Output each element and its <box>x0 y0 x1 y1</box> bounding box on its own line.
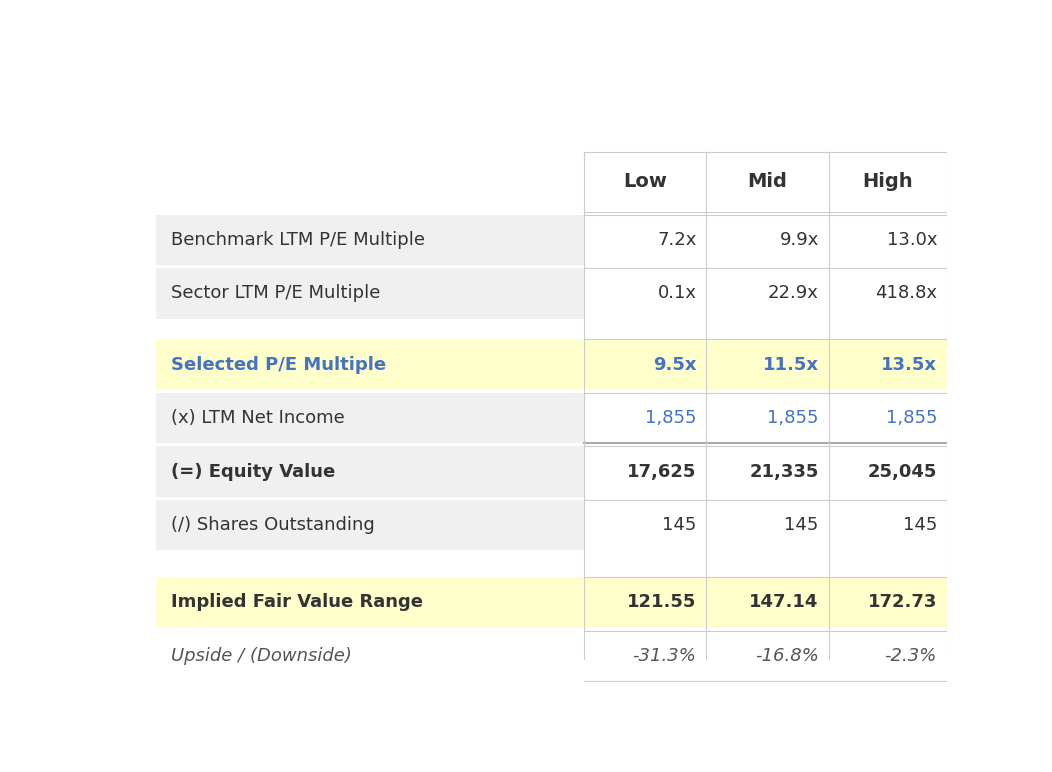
Text: 418.8x: 418.8x <box>875 284 937 303</box>
Text: 145: 145 <box>662 516 696 534</box>
Text: 13.0x: 13.0x <box>887 231 937 249</box>
Bar <box>706 446 829 497</box>
Text: 13.5x: 13.5x <box>881 356 937 374</box>
Bar <box>584 499 706 550</box>
Text: 1,855: 1,855 <box>886 409 937 427</box>
Bar <box>829 446 947 497</box>
Text: (x) LTM Net Income: (x) LTM Net Income <box>170 409 344 427</box>
Bar <box>829 268 947 319</box>
Text: -2.3%: -2.3% <box>885 647 937 665</box>
Bar <box>706 499 829 550</box>
Text: Benchmark LTM P/E Multiple: Benchmark LTM P/E Multiple <box>170 231 425 249</box>
Text: (=) Equity Value: (=) Equity Value <box>170 462 335 481</box>
Text: 11.5x: 11.5x <box>763 356 818 374</box>
Bar <box>584 215 706 265</box>
Bar <box>706 393 829 443</box>
Bar <box>584 446 706 497</box>
Text: (∕) Shares Outstanding: (∕) Shares Outstanding <box>170 516 375 534</box>
Bar <box>156 631 947 681</box>
Bar <box>156 152 947 212</box>
Text: Upside / (Downside): Upside / (Downside) <box>170 647 351 665</box>
Bar <box>156 215 584 265</box>
Text: Selected P/E Multiple: Selected P/E Multiple <box>170 356 386 374</box>
Text: -16.8%: -16.8% <box>755 647 818 665</box>
Text: 9.9x: 9.9x <box>780 231 818 249</box>
Text: 21,335: 21,335 <box>749 462 818 481</box>
Bar <box>156 268 584 319</box>
Bar <box>829 215 947 265</box>
Text: 9.5x: 9.5x <box>653 356 696 374</box>
Bar <box>156 393 584 443</box>
Text: 22.9x: 22.9x <box>768 284 818 303</box>
Text: 17,625: 17,625 <box>627 462 696 481</box>
Text: Mid: Mid <box>748 172 787 191</box>
Bar <box>829 499 947 550</box>
Bar <box>156 577 947 628</box>
Text: 1,855: 1,855 <box>645 409 696 427</box>
Text: 1,855: 1,855 <box>767 409 818 427</box>
Text: 121.55: 121.55 <box>627 594 696 611</box>
Text: 0.1x: 0.1x <box>658 284 696 303</box>
Text: 7.2x: 7.2x <box>658 231 696 249</box>
Text: 25,045: 25,045 <box>868 462 937 481</box>
Bar <box>706 215 829 265</box>
Bar <box>584 268 706 319</box>
Text: 147.14: 147.14 <box>749 594 818 611</box>
Text: High: High <box>863 172 913 191</box>
Text: -31.3%: -31.3% <box>632 647 696 665</box>
Bar <box>829 393 947 443</box>
Bar <box>706 268 829 319</box>
Bar <box>156 340 947 390</box>
Text: 145: 145 <box>903 516 937 534</box>
Text: Implied Fair Value Range: Implied Fair Value Range <box>170 594 423 611</box>
Text: Sector LTM P/E Multiple: Sector LTM P/E Multiple <box>170 284 380 303</box>
Text: Low: Low <box>623 172 667 191</box>
Bar <box>156 446 584 497</box>
Text: 145: 145 <box>785 516 818 534</box>
Text: 172.73: 172.73 <box>868 594 937 611</box>
Bar <box>584 393 706 443</box>
Bar <box>156 499 584 550</box>
